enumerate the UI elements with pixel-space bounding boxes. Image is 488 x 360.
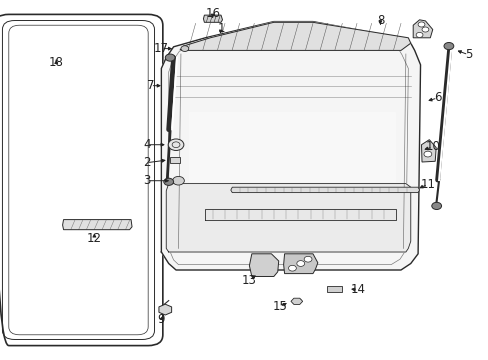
Polygon shape — [412, 20, 432, 38]
Circle shape — [168, 139, 183, 150]
Circle shape — [172, 176, 184, 185]
Circle shape — [417, 22, 424, 27]
Text: 6: 6 — [433, 91, 441, 104]
Text: 15: 15 — [272, 300, 286, 313]
Polygon shape — [170, 157, 180, 163]
Text: 4: 4 — [142, 138, 150, 151]
Circle shape — [165, 54, 175, 61]
Text: 14: 14 — [350, 283, 365, 296]
Polygon shape — [326, 286, 342, 292]
Polygon shape — [205, 209, 395, 220]
Text: 8: 8 — [376, 14, 384, 27]
Circle shape — [443, 42, 453, 50]
Circle shape — [181, 46, 188, 51]
Polygon shape — [283, 254, 317, 274]
Text: 7: 7 — [146, 79, 154, 92]
Polygon shape — [421, 140, 435, 162]
Text: 5: 5 — [464, 48, 471, 61]
Circle shape — [423, 151, 431, 157]
Circle shape — [288, 265, 296, 271]
Circle shape — [304, 256, 311, 262]
Polygon shape — [161, 22, 420, 270]
Polygon shape — [159, 304, 171, 315]
Polygon shape — [203, 15, 222, 22]
Text: 18: 18 — [49, 57, 63, 69]
Text: 11: 11 — [420, 178, 434, 191]
Text: 3: 3 — [142, 174, 150, 187]
Polygon shape — [230, 187, 419, 193]
Polygon shape — [249, 254, 278, 276]
Text: 1: 1 — [217, 22, 224, 35]
Polygon shape — [166, 184, 410, 252]
Text: 13: 13 — [242, 274, 256, 287]
Circle shape — [415, 32, 422, 37]
Text: 2: 2 — [142, 156, 150, 169]
Polygon shape — [183, 22, 410, 50]
Text: 12: 12 — [87, 232, 102, 245]
Polygon shape — [290, 298, 302, 305]
Text: 16: 16 — [205, 7, 220, 20]
Text: 17: 17 — [154, 42, 168, 55]
Circle shape — [163, 178, 173, 185]
Circle shape — [296, 261, 304, 266]
Text: 9: 9 — [157, 313, 165, 326]
Circle shape — [421, 27, 428, 32]
Circle shape — [431, 202, 441, 210]
Polygon shape — [189, 112, 394, 248]
Text: 10: 10 — [425, 140, 439, 153]
Polygon shape — [62, 220, 132, 230]
